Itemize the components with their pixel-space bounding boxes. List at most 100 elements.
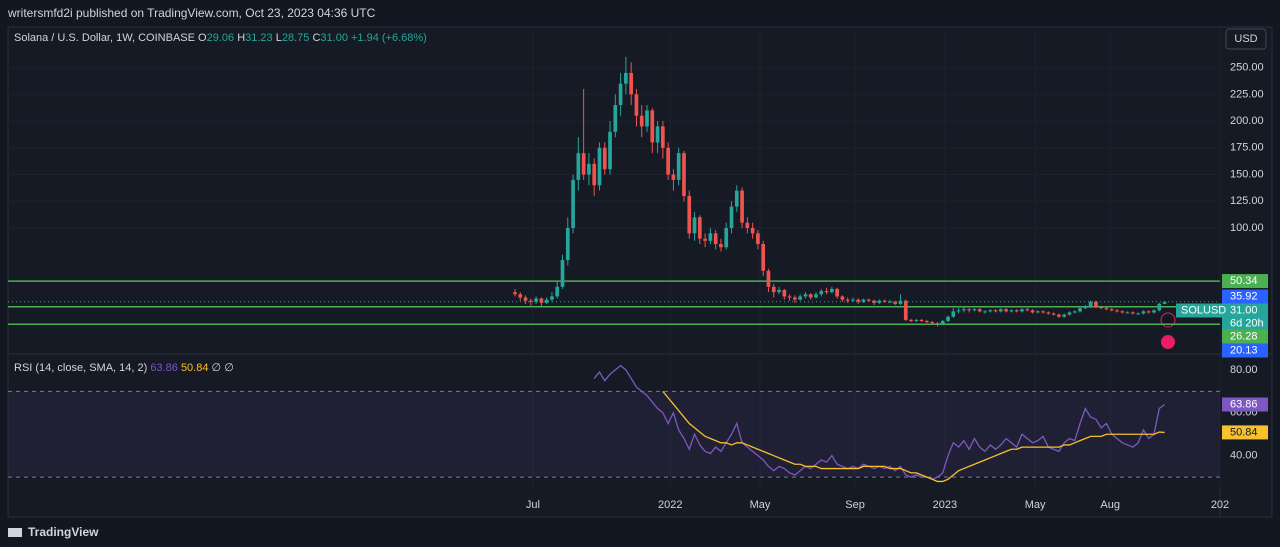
rsi-tick-label: 40.00 [1230, 450, 1258, 462]
flag-icon[interactable] [1161, 335, 1175, 349]
candle-body [687, 195, 692, 234]
candle-body [956, 310, 961, 312]
ohlc-key: O [198, 32, 207, 44]
candle-body [645, 110, 649, 127]
candle-body [893, 301, 898, 304]
candle-body [676, 153, 681, 180]
candle-body [1030, 310, 1035, 313]
candle-body [1104, 308, 1109, 310]
candle-body [1162, 301, 1167, 304]
candle-body [750, 227, 755, 234]
candle-body [1020, 309, 1024, 312]
x-tick-label: Jul [526, 499, 540, 511]
candle-body [650, 110, 655, 143]
ohlc-value: 31.00 [320, 32, 348, 44]
y-tick-label: 150.00 [1230, 168, 1264, 180]
candle-body [935, 323, 940, 325]
rsi-badge-bg [1222, 425, 1268, 440]
candle-body [1115, 310, 1119, 312]
candle-body [903, 300, 908, 320]
badge-label: 50.34 [1230, 275, 1258, 287]
y-tick-label: 225.00 [1230, 88, 1264, 100]
candle-body [608, 131, 612, 170]
candle-body [940, 320, 945, 325]
y-tick-label: 200.00 [1230, 115, 1264, 127]
candle-body [692, 217, 697, 234]
candle-body [866, 299, 871, 301]
candle-body [1004, 309, 1008, 312]
brand: TradingView [28, 525, 99, 539]
currency-label[interactable]: USD [1234, 33, 1257, 45]
candle-body [1057, 314, 1061, 317]
candle-body [845, 299, 850, 301]
currency-button[interactable] [1225, 28, 1267, 50]
candle-body [898, 300, 903, 304]
y-tick-label: 250.00 [1230, 62, 1264, 74]
candle-body [882, 300, 887, 302]
candle-body [629, 72, 634, 95]
ohlc-key: L [276, 32, 282, 44]
symbol: Solana / U.S. Dollar, 1W, COINBASE [14, 32, 195, 44]
badge-bg [1222, 274, 1268, 289]
badge-bg [1222, 289, 1268, 304]
candle-body [661, 126, 665, 148]
candle-body [555, 286, 560, 297]
candle-body [745, 222, 750, 228]
price-badge: 35.92 [1222, 289, 1268, 304]
chart-legend: Solana / U.S. Dollar, 1W, COINBASE O29.0… [14, 32, 427, 44]
candle-body [597, 147, 602, 186]
candle-body [808, 294, 813, 298]
badge-bg [1222, 329, 1268, 344]
ohlc-value: 28.75 [282, 32, 310, 44]
x-tick-label: 2022 [658, 499, 682, 511]
candle-body [793, 297, 797, 300]
candle-body [602, 147, 607, 170]
candle-body [756, 233, 760, 245]
candle-body [919, 319, 924, 321]
candle-body [1094, 301, 1098, 308]
rsi-line [662, 390, 1165, 483]
rsi-empty: ∅ [224, 362, 234, 374]
rsi-empty: ∅ [212, 362, 222, 374]
candle-body [1025, 309, 1030, 311]
candle-body [998, 309, 1003, 312]
symbol-badge: SOLUSD [1181, 304, 1226, 316]
candle-body [639, 115, 644, 127]
rsi-title: RSI (14, close, SMA, 14, 2) [14, 362, 147, 374]
candle-body [1083, 306, 1088, 309]
candle-body [592, 163, 597, 186]
badge-label: 26.28 [1230, 330, 1258, 342]
candle-body [840, 296, 845, 300]
candle-body [513, 292, 517, 295]
candle-body [1136, 313, 1140, 315]
candle-body [724, 227, 729, 248]
candle-body [1099, 307, 1104, 309]
price-badge: 20.13 [1222, 343, 1268, 358]
candle-body [888, 301, 892, 303]
x-tick-label: May [1025, 499, 1046, 511]
candle-body [914, 319, 919, 321]
rsi-band [8, 391, 1220, 478]
price-badge: 26.28 [1222, 329, 1268, 344]
rsi-badge: 63.86 [1230, 398, 1258, 410]
candle-body [983, 311, 987, 313]
candle-body [1062, 314, 1067, 317]
x-tick-label: 202 [1211, 499, 1229, 511]
candle-body [925, 320, 929, 323]
candle-body [1041, 311, 1045, 313]
y-tick-label: 175.00 [1230, 142, 1264, 154]
candle-body [576, 153, 581, 180]
candle-body [777, 289, 781, 293]
candle-body [1131, 312, 1135, 314]
candle-body [518, 294, 523, 298]
candle-body [988, 310, 993, 312]
rsi-tick-label: 80.00 [1230, 364, 1258, 376]
x-tick-label: Aug [1100, 499, 1120, 511]
candle-body [835, 288, 839, 297]
candle-body [1067, 312, 1072, 315]
candle-body [560, 260, 565, 287]
badge-bg [1222, 343, 1268, 358]
candle-body [708, 233, 713, 241]
tv-logo [8, 528, 22, 537]
rsi-badge: 50.84 [1230, 426, 1258, 438]
